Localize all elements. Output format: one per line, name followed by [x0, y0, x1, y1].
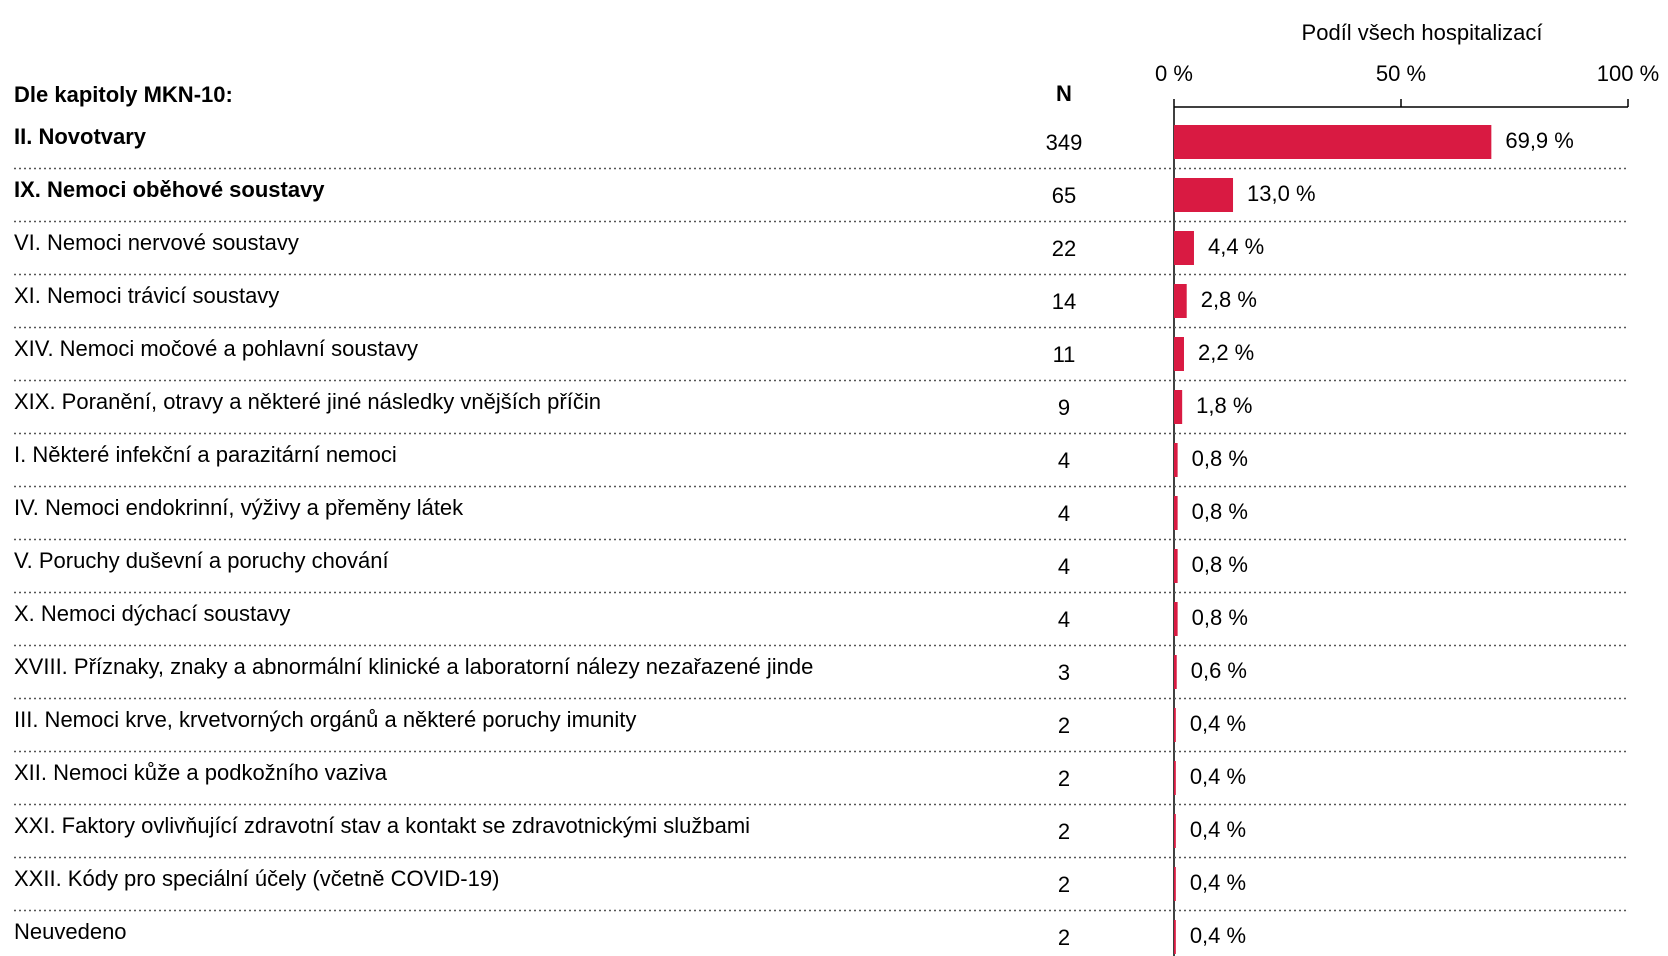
bar [1174, 761, 1176, 795]
count: 2 [1058, 819, 1070, 844]
bar [1174, 231, 1194, 265]
count: 2 [1058, 925, 1070, 950]
count: 3 [1058, 660, 1070, 685]
value-label: 0,4 % [1190, 870, 1246, 895]
bar [1174, 284, 1187, 318]
count: 14 [1052, 289, 1076, 314]
value-label: 0,4 % [1190, 711, 1246, 736]
count-header: N [1056, 81, 1072, 106]
category-label: XXI. Faktory ovlivňující zdravotní stav … [14, 813, 750, 838]
category-label: III. Nemoci krve, krvetvorných orgánů a … [14, 707, 636, 732]
value-label: 0,4 % [1190, 923, 1246, 948]
category-label: XIX. Poranění, otravy a některé jiné nás… [14, 389, 601, 414]
value-label: 0,8 % [1192, 499, 1248, 524]
value-label: 0,6 % [1191, 658, 1247, 683]
axis-title: Podíl všech hospitalizací [1302, 20, 1543, 45]
category-label: IX. Nemoci oběhové soustavy [14, 177, 325, 202]
category-label: I. Některé infekční a parazitární nemoci [14, 442, 397, 467]
count: 349 [1046, 130, 1083, 155]
bar [1174, 708, 1176, 742]
value-label: 1,8 % [1196, 393, 1252, 418]
bar [1174, 125, 1492, 159]
value-label: 0,8 % [1192, 605, 1248, 630]
value-label: 4,4 % [1208, 234, 1264, 259]
category-label: II. Novotvary [14, 124, 147, 149]
bar [1174, 549, 1178, 583]
count: 65 [1052, 183, 1076, 208]
bar [1174, 496, 1178, 530]
bar [1174, 602, 1178, 636]
value-label: 0,8 % [1192, 446, 1248, 471]
count: 4 [1058, 501, 1070, 526]
category-label: Neuvedeno [14, 919, 127, 944]
category-header: Dle kapitoly MKN-10: [14, 82, 233, 107]
value-label: 2,2 % [1198, 340, 1254, 365]
value-label: 0,4 % [1190, 817, 1246, 842]
category-label: VI. Nemoci nervové soustavy [14, 230, 299, 255]
bar [1174, 178, 1234, 212]
x-tick-label: 0 % [1155, 61, 1193, 86]
x-tick-label: 100 % [1597, 61, 1659, 86]
category-label: XVIII. Příznaky, znaky a abnormální klin… [14, 654, 813, 679]
count: 9 [1058, 395, 1070, 420]
category-label: XIV. Nemoci močové a pohlavní soustavy [14, 336, 418, 361]
count: 11 [1053, 342, 1076, 367]
count: 4 [1058, 554, 1070, 579]
bar [1174, 655, 1177, 689]
category-label: X. Nemoci dýchací soustavy [14, 601, 290, 626]
bar [1174, 867, 1176, 901]
bar [1174, 443, 1178, 477]
value-label: 2,8 % [1201, 287, 1257, 312]
category-label: XII. Nemoci kůže a podkožního vaziva [14, 760, 388, 785]
value-label: 69,9 % [1505, 128, 1574, 153]
value-label: 0,4 % [1190, 764, 1246, 789]
category-label: V. Poruchy duševní a poruchy chování [14, 548, 389, 573]
category-label: XXII. Kódy pro speciální účely (včetně C… [14, 866, 499, 891]
count: 22 [1052, 236, 1076, 261]
count: 4 [1058, 607, 1070, 632]
value-label: 13,0 % [1247, 181, 1316, 206]
count: 2 [1058, 766, 1070, 791]
count: 4 [1058, 448, 1070, 473]
bar [1174, 920, 1176, 954]
category-label: IV. Nemoci endokrinní, výživy a přeměny … [14, 495, 464, 520]
value-label: 0,8 % [1192, 552, 1248, 577]
count: 2 [1058, 713, 1070, 738]
category-label: XI. Nemoci trávicí soustavy [14, 283, 279, 308]
bar [1174, 814, 1176, 848]
x-tick-label: 50 % [1376, 61, 1426, 86]
bar [1174, 390, 1183, 424]
count: 2 [1058, 872, 1070, 897]
bar [1174, 337, 1184, 371]
